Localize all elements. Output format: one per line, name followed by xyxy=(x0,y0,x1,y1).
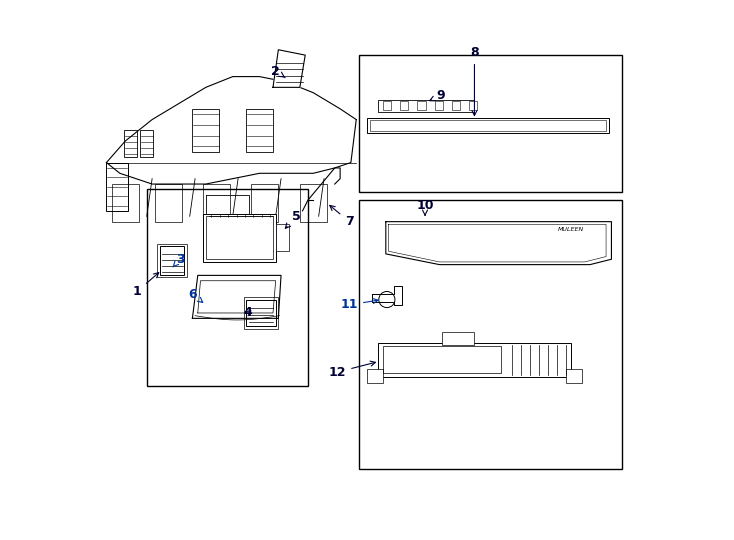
Bar xyxy=(383,102,391,110)
Bar xyxy=(276,224,289,251)
Bar xyxy=(442,332,474,345)
Text: 12: 12 xyxy=(329,361,376,379)
Bar xyxy=(252,184,278,221)
Text: 5: 5 xyxy=(286,210,300,228)
Bar xyxy=(378,100,474,112)
Bar xyxy=(246,109,273,152)
Bar xyxy=(124,130,137,157)
Bar xyxy=(203,214,276,262)
Bar xyxy=(155,184,181,221)
Bar xyxy=(359,55,622,192)
Bar xyxy=(106,163,128,211)
Text: 1: 1 xyxy=(133,273,159,298)
Bar xyxy=(140,130,153,157)
Bar xyxy=(246,300,276,326)
Bar xyxy=(158,244,187,277)
Text: 7: 7 xyxy=(330,205,354,228)
Text: 2: 2 xyxy=(272,65,285,78)
Bar xyxy=(452,102,460,110)
Bar xyxy=(383,346,501,373)
Bar xyxy=(203,184,230,221)
Bar xyxy=(160,246,184,275)
Text: 8: 8 xyxy=(470,46,479,116)
Text: 3: 3 xyxy=(173,253,184,267)
Text: 11: 11 xyxy=(341,299,378,312)
Polygon shape xyxy=(386,221,611,265)
Bar xyxy=(300,184,327,221)
Bar xyxy=(112,184,139,221)
Bar xyxy=(192,109,219,152)
Bar xyxy=(244,298,278,328)
Bar xyxy=(435,102,443,110)
Text: 10: 10 xyxy=(416,199,434,215)
Bar xyxy=(370,120,606,131)
Bar xyxy=(400,102,408,110)
Circle shape xyxy=(379,292,395,308)
Polygon shape xyxy=(273,50,305,87)
Bar xyxy=(359,200,622,469)
Text: 9: 9 xyxy=(429,89,446,102)
Bar xyxy=(378,342,571,377)
Bar xyxy=(367,369,383,383)
Text: MULEEN: MULEEN xyxy=(558,227,584,232)
Polygon shape xyxy=(192,275,281,319)
Bar xyxy=(206,217,273,259)
Bar xyxy=(469,102,477,110)
Bar xyxy=(566,369,582,383)
Text: 4: 4 xyxy=(244,307,252,320)
Bar xyxy=(147,190,308,386)
Bar xyxy=(418,102,426,110)
Bar xyxy=(367,118,608,133)
Text: 6: 6 xyxy=(188,288,203,302)
